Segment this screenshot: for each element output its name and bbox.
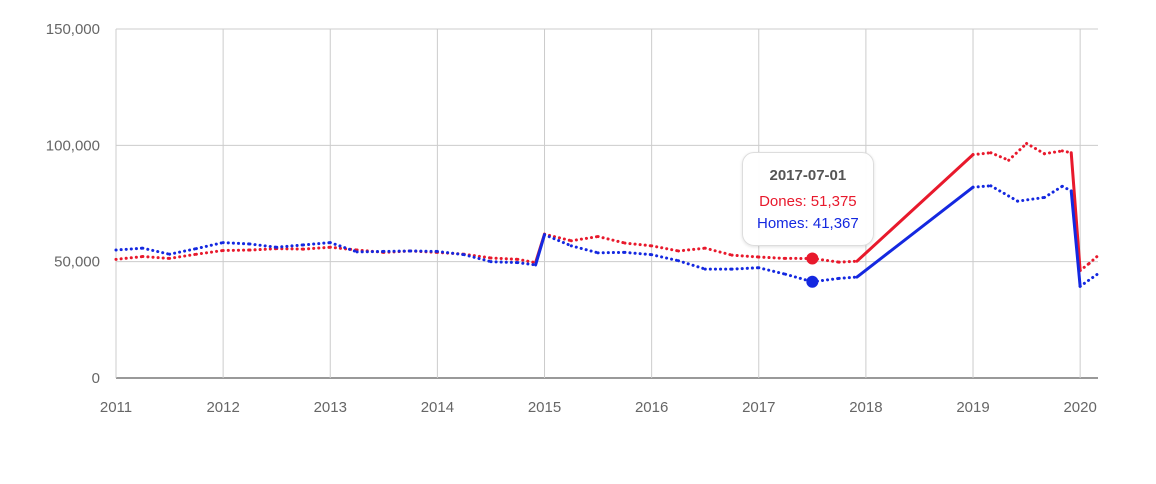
- series-segment: [114, 255, 145, 261]
- series-segment: [355, 248, 386, 254]
- x-tick-label: 2014: [421, 399, 454, 416]
- series-segment: [1016, 195, 1046, 203]
- series-segment: [1042, 184, 1064, 199]
- series-segment: [248, 247, 279, 252]
- series-segment: [855, 185, 975, 279]
- y-tick-label: 150,000: [46, 21, 100, 38]
- series-segment: [971, 151, 993, 157]
- series-segment: [141, 255, 172, 260]
- series-segment: [971, 184, 993, 189]
- series-segment: [221, 241, 252, 246]
- series-segment: [168, 247, 198, 256]
- series-segment: [757, 255, 788, 260]
- x-tick-label: 2017: [742, 399, 775, 416]
- series-segment: [534, 233, 547, 267]
- y-tick-label: 0: [92, 370, 100, 387]
- series-segment: [623, 241, 654, 248]
- x-tick-label: 2013: [314, 399, 347, 416]
- series-segment: [596, 235, 627, 245]
- y-tick-label: 100,000: [46, 137, 100, 154]
- tooltip-date: 2017-07-01: [769, 167, 847, 184]
- series-segment: [168, 252, 198, 260]
- series-segment: [489, 256, 520, 261]
- series-segment: [489, 260, 520, 265]
- series-segment: [855, 153, 975, 263]
- series-segment: [1087, 254, 1100, 266]
- x-tick-label: 2018: [849, 399, 882, 416]
- series-segment: [650, 244, 680, 253]
- y-tick-label: 50,000: [54, 254, 100, 271]
- hover-markers: [806, 252, 819, 288]
- chart-tooltip: 2017-07-01 Dones: 51,375 Homes: 41,367: [742, 152, 874, 246]
- tooltip-homes: Homes: 41,367: [757, 215, 859, 232]
- series-segment: [989, 184, 1020, 203]
- series-homes: [114, 184, 1100, 288]
- series-segment: [1069, 151, 1082, 273]
- series-segment: [1025, 141, 1046, 156]
- series-segment: [301, 241, 332, 247]
- series-lines: [114, 141, 1100, 288]
- series-segment: [676, 259, 707, 271]
- series-segment: [1007, 141, 1029, 162]
- hover-point-dones[interactable]: [806, 252, 819, 265]
- series-segment: [1078, 272, 1100, 288]
- series-segment: [1060, 184, 1073, 193]
- axes: 0 50,000 100,000 150,000 2011 2012 2013 2014 201…: [46, 21, 1097, 416]
- x-tick-label: 2012: [206, 399, 239, 416]
- series-segment: [989, 151, 1011, 162]
- series-segment: [248, 242, 279, 249]
- series-segment: [516, 261, 538, 267]
- series-segment: [1078, 262, 1091, 273]
- x-tick-label: 2016: [635, 399, 668, 416]
- series-segment: [275, 243, 305, 249]
- series-segment: [114, 246, 145, 252]
- series-segment: [516, 257, 538, 265]
- series-segment: [676, 246, 707, 253]
- series-segment: [703, 246, 734, 257]
- series-segment: [543, 233, 573, 248]
- hover-point-homes[interactable]: [806, 275, 819, 288]
- series-segment: [462, 253, 493, 264]
- series-segment: [435, 249, 466, 257]
- series-segment: [650, 253, 680, 263]
- series-segment: [837, 275, 859, 280]
- series-segment: [1069, 189, 1082, 288]
- series-segment: [730, 253, 761, 259]
- series-segment: [1042, 149, 1064, 156]
- series-segment: [569, 235, 600, 243]
- tooltip-dones: Dones: 51,375: [759, 193, 857, 210]
- series-segment: [623, 250, 654, 257]
- series-segment: [837, 259, 859, 264]
- series-dones: [114, 141, 1100, 273]
- series-segment: [569, 244, 600, 255]
- series-segment: [730, 266, 761, 271]
- series-segment: [1060, 149, 1073, 155]
- series-segment: [328, 241, 359, 254]
- series-segment: [194, 248, 225, 256]
- series-segment: [194, 241, 225, 251]
- series-segment: [301, 245, 332, 251]
- x-tick-label: 2019: [956, 399, 989, 416]
- series-segment: [141, 246, 172, 256]
- x-tick-label: 2011: [100, 399, 132, 416]
- series-segment: [328, 245, 359, 252]
- series-segment: [784, 272, 814, 284]
- x-tick-label: 2020: [1063, 399, 1096, 416]
- series-segment: [757, 266, 788, 276]
- grid: [115, 28, 1098, 379]
- x-tick-label: 2015: [528, 399, 561, 416]
